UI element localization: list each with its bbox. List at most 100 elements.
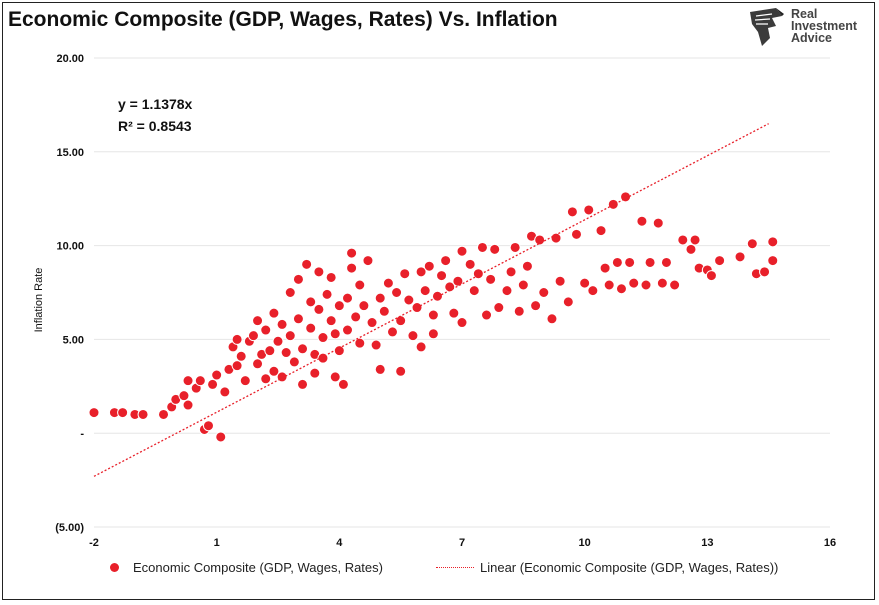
data-point bbox=[342, 324, 354, 336]
data-point bbox=[301, 258, 313, 270]
data-point bbox=[366, 317, 378, 329]
data-point bbox=[231, 360, 243, 372]
data-point bbox=[489, 243, 501, 255]
data-point bbox=[611, 256, 623, 268]
data-point bbox=[231, 333, 243, 345]
data-point bbox=[599, 262, 611, 274]
data-point bbox=[517, 279, 529, 291]
data-point bbox=[370, 339, 382, 351]
data-point bbox=[313, 303, 325, 315]
x-tick-label: 13 bbox=[701, 537, 713, 549]
data-point bbox=[767, 236, 779, 248]
data-point bbox=[268, 307, 280, 319]
data-point bbox=[521, 260, 533, 272]
data-point bbox=[583, 204, 595, 216]
data-point bbox=[354, 279, 366, 291]
data-point bbox=[284, 287, 296, 298]
data-point bbox=[350, 311, 362, 323]
data-point bbox=[239, 375, 251, 387]
y-axis-ticks: (5.00) - 5.00 10.00 15.00 20.00 bbox=[55, 53, 84, 534]
data-point bbox=[202, 420, 214, 432]
data-point bbox=[235, 350, 247, 362]
x-tick-label: 1 bbox=[214, 537, 220, 549]
data-point bbox=[284, 330, 296, 342]
data-point bbox=[88, 407, 100, 419]
data-point bbox=[685, 243, 697, 255]
data-point bbox=[734, 251, 746, 263]
x-tick-label: 7 bbox=[459, 537, 465, 549]
data-point bbox=[317, 352, 329, 364]
data-point bbox=[309, 367, 321, 379]
data-point bbox=[313, 266, 325, 278]
data-point bbox=[399, 268, 411, 280]
y-tick-label: - bbox=[80, 428, 84, 440]
data-point bbox=[288, 356, 300, 368]
data-point bbox=[337, 378, 349, 390]
data-point bbox=[346, 262, 358, 274]
data-point bbox=[660, 256, 672, 268]
data-point bbox=[513, 305, 525, 317]
data-point bbox=[501, 285, 513, 297]
data-point bbox=[423, 260, 435, 272]
data-point bbox=[534, 234, 546, 246]
data-point bbox=[382, 277, 394, 289]
data-point bbox=[378, 305, 390, 317]
data-point bbox=[485, 273, 497, 285]
data-point bbox=[252, 315, 264, 327]
chart-legend: Economic Composite (GDP, Wages, Rates) L… bbox=[0, 560, 879, 584]
x-tick-label: 16 bbox=[824, 537, 836, 549]
logo-line-3: Advice bbox=[791, 31, 832, 45]
data-point bbox=[117, 407, 129, 419]
data-point bbox=[419, 285, 431, 297]
data-point bbox=[407, 330, 419, 342]
data-point bbox=[358, 300, 370, 312]
data-point bbox=[554, 275, 566, 287]
data-point bbox=[677, 234, 689, 246]
legend-marker-line bbox=[436, 567, 474, 568]
y-tick-label: 20.00 bbox=[56, 53, 84, 65]
data-point bbox=[440, 255, 452, 267]
data-point bbox=[530, 300, 542, 312]
data-point bbox=[656, 277, 668, 289]
data-point bbox=[325, 271, 337, 283]
data-point bbox=[509, 241, 521, 253]
data-point bbox=[468, 285, 480, 297]
logo-line-1: Real bbox=[791, 7, 818, 21]
data-point bbox=[579, 277, 591, 289]
data-point bbox=[305, 296, 317, 308]
data-point bbox=[464, 258, 476, 270]
data-point bbox=[329, 371, 341, 383]
scatter-points bbox=[88, 191, 779, 443]
data-point bbox=[624, 256, 636, 268]
data-point bbox=[280, 347, 292, 359]
data-point bbox=[595, 225, 607, 237]
data-point bbox=[354, 337, 366, 349]
data-point bbox=[260, 324, 272, 336]
data-point bbox=[333, 345, 345, 357]
data-point bbox=[391, 287, 403, 298]
data-point bbox=[215, 431, 227, 443]
data-point bbox=[325, 315, 337, 327]
data-point bbox=[546, 313, 558, 325]
data-point bbox=[386, 326, 398, 338]
data-point bbox=[260, 373, 272, 385]
data-point bbox=[615, 283, 627, 295]
data-point bbox=[448, 307, 460, 319]
eagle-icon bbox=[750, 8, 784, 46]
logo-line-2: Investment bbox=[791, 19, 857, 33]
data-point bbox=[305, 322, 317, 334]
data-point bbox=[272, 335, 284, 347]
data-point bbox=[182, 399, 194, 411]
regression-r-squared: R² = 0.8543 bbox=[118, 118, 192, 134]
data-point bbox=[640, 279, 652, 291]
data-point bbox=[689, 234, 701, 246]
data-point bbox=[636, 215, 648, 227]
legend-label-trendline: Linear (Economic Composite (GDP, Wages, … bbox=[480, 560, 779, 575]
data-point bbox=[292, 273, 304, 285]
data-point bbox=[550, 232, 562, 244]
data-point bbox=[264, 345, 276, 357]
x-tick-label: 4 bbox=[336, 537, 343, 549]
legend-marker-dot bbox=[110, 563, 119, 572]
data-point bbox=[329, 328, 341, 340]
data-point bbox=[456, 245, 468, 257]
